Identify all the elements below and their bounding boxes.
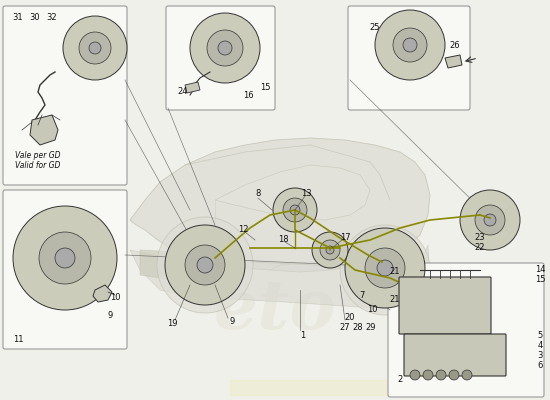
FancyBboxPatch shape bbox=[166, 6, 275, 110]
Polygon shape bbox=[30, 115, 58, 145]
Circle shape bbox=[157, 217, 253, 313]
Circle shape bbox=[403, 38, 417, 52]
Text: 28: 28 bbox=[353, 324, 364, 332]
FancyBboxPatch shape bbox=[348, 6, 470, 110]
Text: 10: 10 bbox=[110, 294, 120, 302]
Text: 18: 18 bbox=[278, 236, 288, 244]
FancyBboxPatch shape bbox=[399, 277, 491, 334]
Text: 24: 24 bbox=[178, 88, 188, 96]
Polygon shape bbox=[140, 250, 175, 280]
Text: 19: 19 bbox=[167, 318, 177, 328]
Circle shape bbox=[89, 42, 101, 54]
Text: 17: 17 bbox=[340, 234, 350, 242]
Text: 14: 14 bbox=[535, 266, 545, 274]
Circle shape bbox=[207, 30, 243, 66]
Circle shape bbox=[312, 232, 348, 268]
Circle shape bbox=[290, 205, 300, 215]
Text: 2: 2 bbox=[397, 376, 403, 384]
FancyBboxPatch shape bbox=[404, 334, 506, 376]
Circle shape bbox=[340, 225, 430, 315]
Text: 4: 4 bbox=[537, 342, 543, 350]
Circle shape bbox=[410, 370, 420, 380]
Circle shape bbox=[283, 198, 307, 222]
Text: 11: 11 bbox=[13, 336, 23, 344]
Text: 25: 25 bbox=[370, 24, 380, 32]
Circle shape bbox=[190, 13, 260, 83]
Text: Valid for GD: Valid for GD bbox=[15, 161, 61, 170]
Circle shape bbox=[377, 260, 393, 276]
Text: 9: 9 bbox=[107, 310, 113, 320]
Text: 1: 1 bbox=[300, 330, 306, 340]
Text: 21: 21 bbox=[390, 268, 400, 276]
Text: 13: 13 bbox=[301, 188, 311, 198]
Text: 22: 22 bbox=[475, 244, 485, 252]
Polygon shape bbox=[93, 285, 112, 302]
Text: 15: 15 bbox=[260, 84, 270, 92]
Circle shape bbox=[13, 206, 117, 310]
Circle shape bbox=[423, 370, 433, 380]
Circle shape bbox=[345, 228, 425, 308]
Circle shape bbox=[393, 28, 427, 62]
Text: 29: 29 bbox=[366, 324, 376, 332]
Circle shape bbox=[462, 370, 472, 380]
FancyBboxPatch shape bbox=[388, 263, 544, 397]
Circle shape bbox=[55, 248, 75, 268]
Text: 9: 9 bbox=[229, 318, 235, 326]
Text: 5: 5 bbox=[537, 332, 543, 340]
Polygon shape bbox=[185, 82, 200, 93]
Text: 23: 23 bbox=[475, 234, 485, 242]
Polygon shape bbox=[130, 245, 430, 308]
Text: 6: 6 bbox=[537, 362, 543, 370]
Circle shape bbox=[436, 370, 446, 380]
Circle shape bbox=[63, 16, 127, 80]
Text: 20: 20 bbox=[345, 314, 355, 322]
Text: eto: eto bbox=[213, 276, 337, 344]
Text: Vale per GD: Vale per GD bbox=[15, 151, 61, 160]
Text: 10: 10 bbox=[367, 306, 377, 314]
Text: 32: 32 bbox=[47, 14, 57, 22]
Circle shape bbox=[165, 225, 245, 305]
Text: 26: 26 bbox=[450, 40, 460, 50]
Circle shape bbox=[273, 188, 317, 232]
Text: 8: 8 bbox=[255, 190, 261, 198]
Text: 3: 3 bbox=[537, 352, 543, 360]
Circle shape bbox=[375, 10, 445, 80]
Text: 21: 21 bbox=[390, 296, 400, 304]
FancyBboxPatch shape bbox=[3, 6, 127, 185]
Circle shape bbox=[449, 370, 459, 380]
FancyBboxPatch shape bbox=[3, 190, 127, 349]
Text: 31: 31 bbox=[13, 14, 23, 22]
Circle shape bbox=[197, 257, 213, 273]
Circle shape bbox=[320, 240, 340, 260]
Polygon shape bbox=[130, 138, 430, 272]
Polygon shape bbox=[445, 55, 462, 68]
Circle shape bbox=[475, 205, 505, 235]
Circle shape bbox=[218, 41, 232, 55]
Text: 7: 7 bbox=[359, 290, 365, 300]
Circle shape bbox=[484, 214, 496, 226]
Text: 27: 27 bbox=[340, 324, 350, 332]
Circle shape bbox=[460, 190, 520, 250]
Circle shape bbox=[185, 245, 225, 285]
Text: 15: 15 bbox=[535, 276, 545, 284]
Circle shape bbox=[326, 246, 334, 254]
Text: 30: 30 bbox=[30, 14, 40, 22]
Circle shape bbox=[365, 248, 405, 288]
Polygon shape bbox=[215, 165, 370, 220]
Text: 12: 12 bbox=[238, 226, 248, 234]
Text: 16: 16 bbox=[243, 90, 254, 100]
Circle shape bbox=[79, 32, 111, 64]
Circle shape bbox=[39, 232, 91, 284]
